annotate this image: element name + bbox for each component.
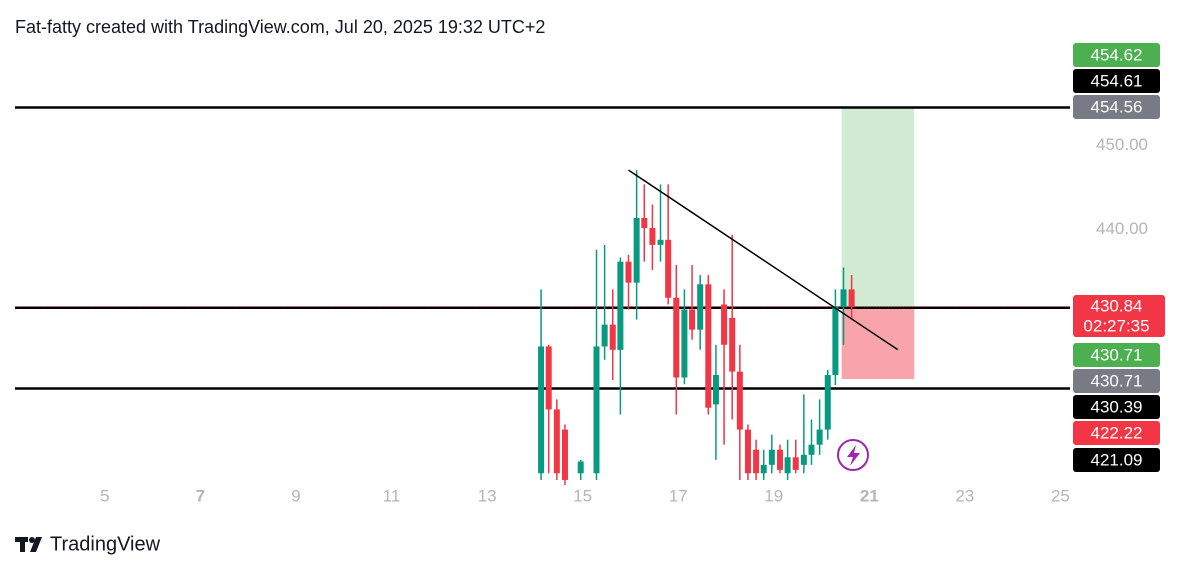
candle-body [657,239,664,245]
price-label-box [1073,95,1160,119]
plot-area [15,106,1070,485]
candle-body [625,261,632,283]
candle-body [792,457,799,470]
candle-body [689,309,696,330]
price-label: 430.39 [1091,397,1143,416]
candle-body [808,444,815,455]
price-label-box [1073,395,1160,419]
candle-body [705,284,712,408]
price-label-box [1073,448,1160,472]
candle-body [816,429,823,445]
candle-body [753,449,760,474]
price-label: 422.22 [1091,423,1143,442]
price-label: 454.62 [1091,45,1143,64]
price-label: 430.71 [1091,371,1143,390]
candle-body [601,324,608,347]
candle-body [553,409,560,474]
candle-body [784,457,791,474]
x-tick-label: 13 [478,486,497,505]
candle-body [633,217,640,283]
price-label-box [1073,369,1160,393]
x-tick-label: 19 [764,486,783,505]
alert-bolt [847,445,860,466]
brand-logo [15,537,42,552]
candle-body [832,306,839,375]
candle-body [824,375,831,430]
price-label: 454.56 [1091,97,1143,116]
current-price-box [1073,295,1165,337]
candle-body [538,346,545,474]
price-label: 430.71 [1091,345,1143,364]
x-tick-label: 11 [383,486,401,505]
price-label: 454.61 [1091,71,1143,90]
candle-body [665,239,672,298]
x-tick-label: 7 [196,486,205,505]
candle-body [712,375,719,405]
x-tick-label: 5 [100,486,109,505]
candle-body [577,461,584,474]
price-label: 421.09 [1091,450,1143,469]
x-tick-label: 17 [669,486,688,505]
countdown-label: 02:27:35 [1083,316,1149,335]
position-stop-zone [841,307,915,380]
y-tick-label: 440.00 [1096,219,1148,238]
axes: 450.00 440.00 5 7 9 11 13 15 17 19 21 23 25 454.62 454… [100,43,1165,505]
brand-name: TradingView [50,533,161,555]
candle-body [617,261,624,350]
candle-body [673,297,680,378]
candle-body [545,346,552,410]
price-label-box [1073,69,1160,93]
candle-body [729,317,736,372]
candle-body [593,346,600,474]
candle-body [800,454,807,465]
trend-line [628,169,899,351]
x-tick-label: 23 [955,486,974,505]
candle-body [760,464,767,474]
x-tick-label: 15 [573,486,592,505]
price-label-box [1073,43,1160,67]
candle-body [561,429,568,480]
position-target-zone [841,106,915,308]
y-tick-label: 450.00 [1096,135,1148,154]
current-price-label: 430.84 [1091,296,1143,315]
candle-body [641,217,648,229]
candle-body [609,324,616,350]
candle-body [744,429,751,474]
candle-body [649,228,656,245]
candle-body [840,289,847,307]
header-title: Fat-fatty created with TradingView.com, … [15,17,545,37]
candle-body [736,371,743,430]
x-tick-label: 9 [291,486,300,505]
price-label-box [1073,343,1160,367]
candle-body [721,304,728,345]
candle-body [776,449,783,470]
candle-body [768,449,775,465]
candle-body [848,289,855,307]
candle-body [697,284,704,330]
x-tick-label: 21 [860,486,879,505]
candle-body [681,309,688,378]
x-tick-label: 25 [1051,486,1070,505]
price-label-box [1073,421,1160,445]
